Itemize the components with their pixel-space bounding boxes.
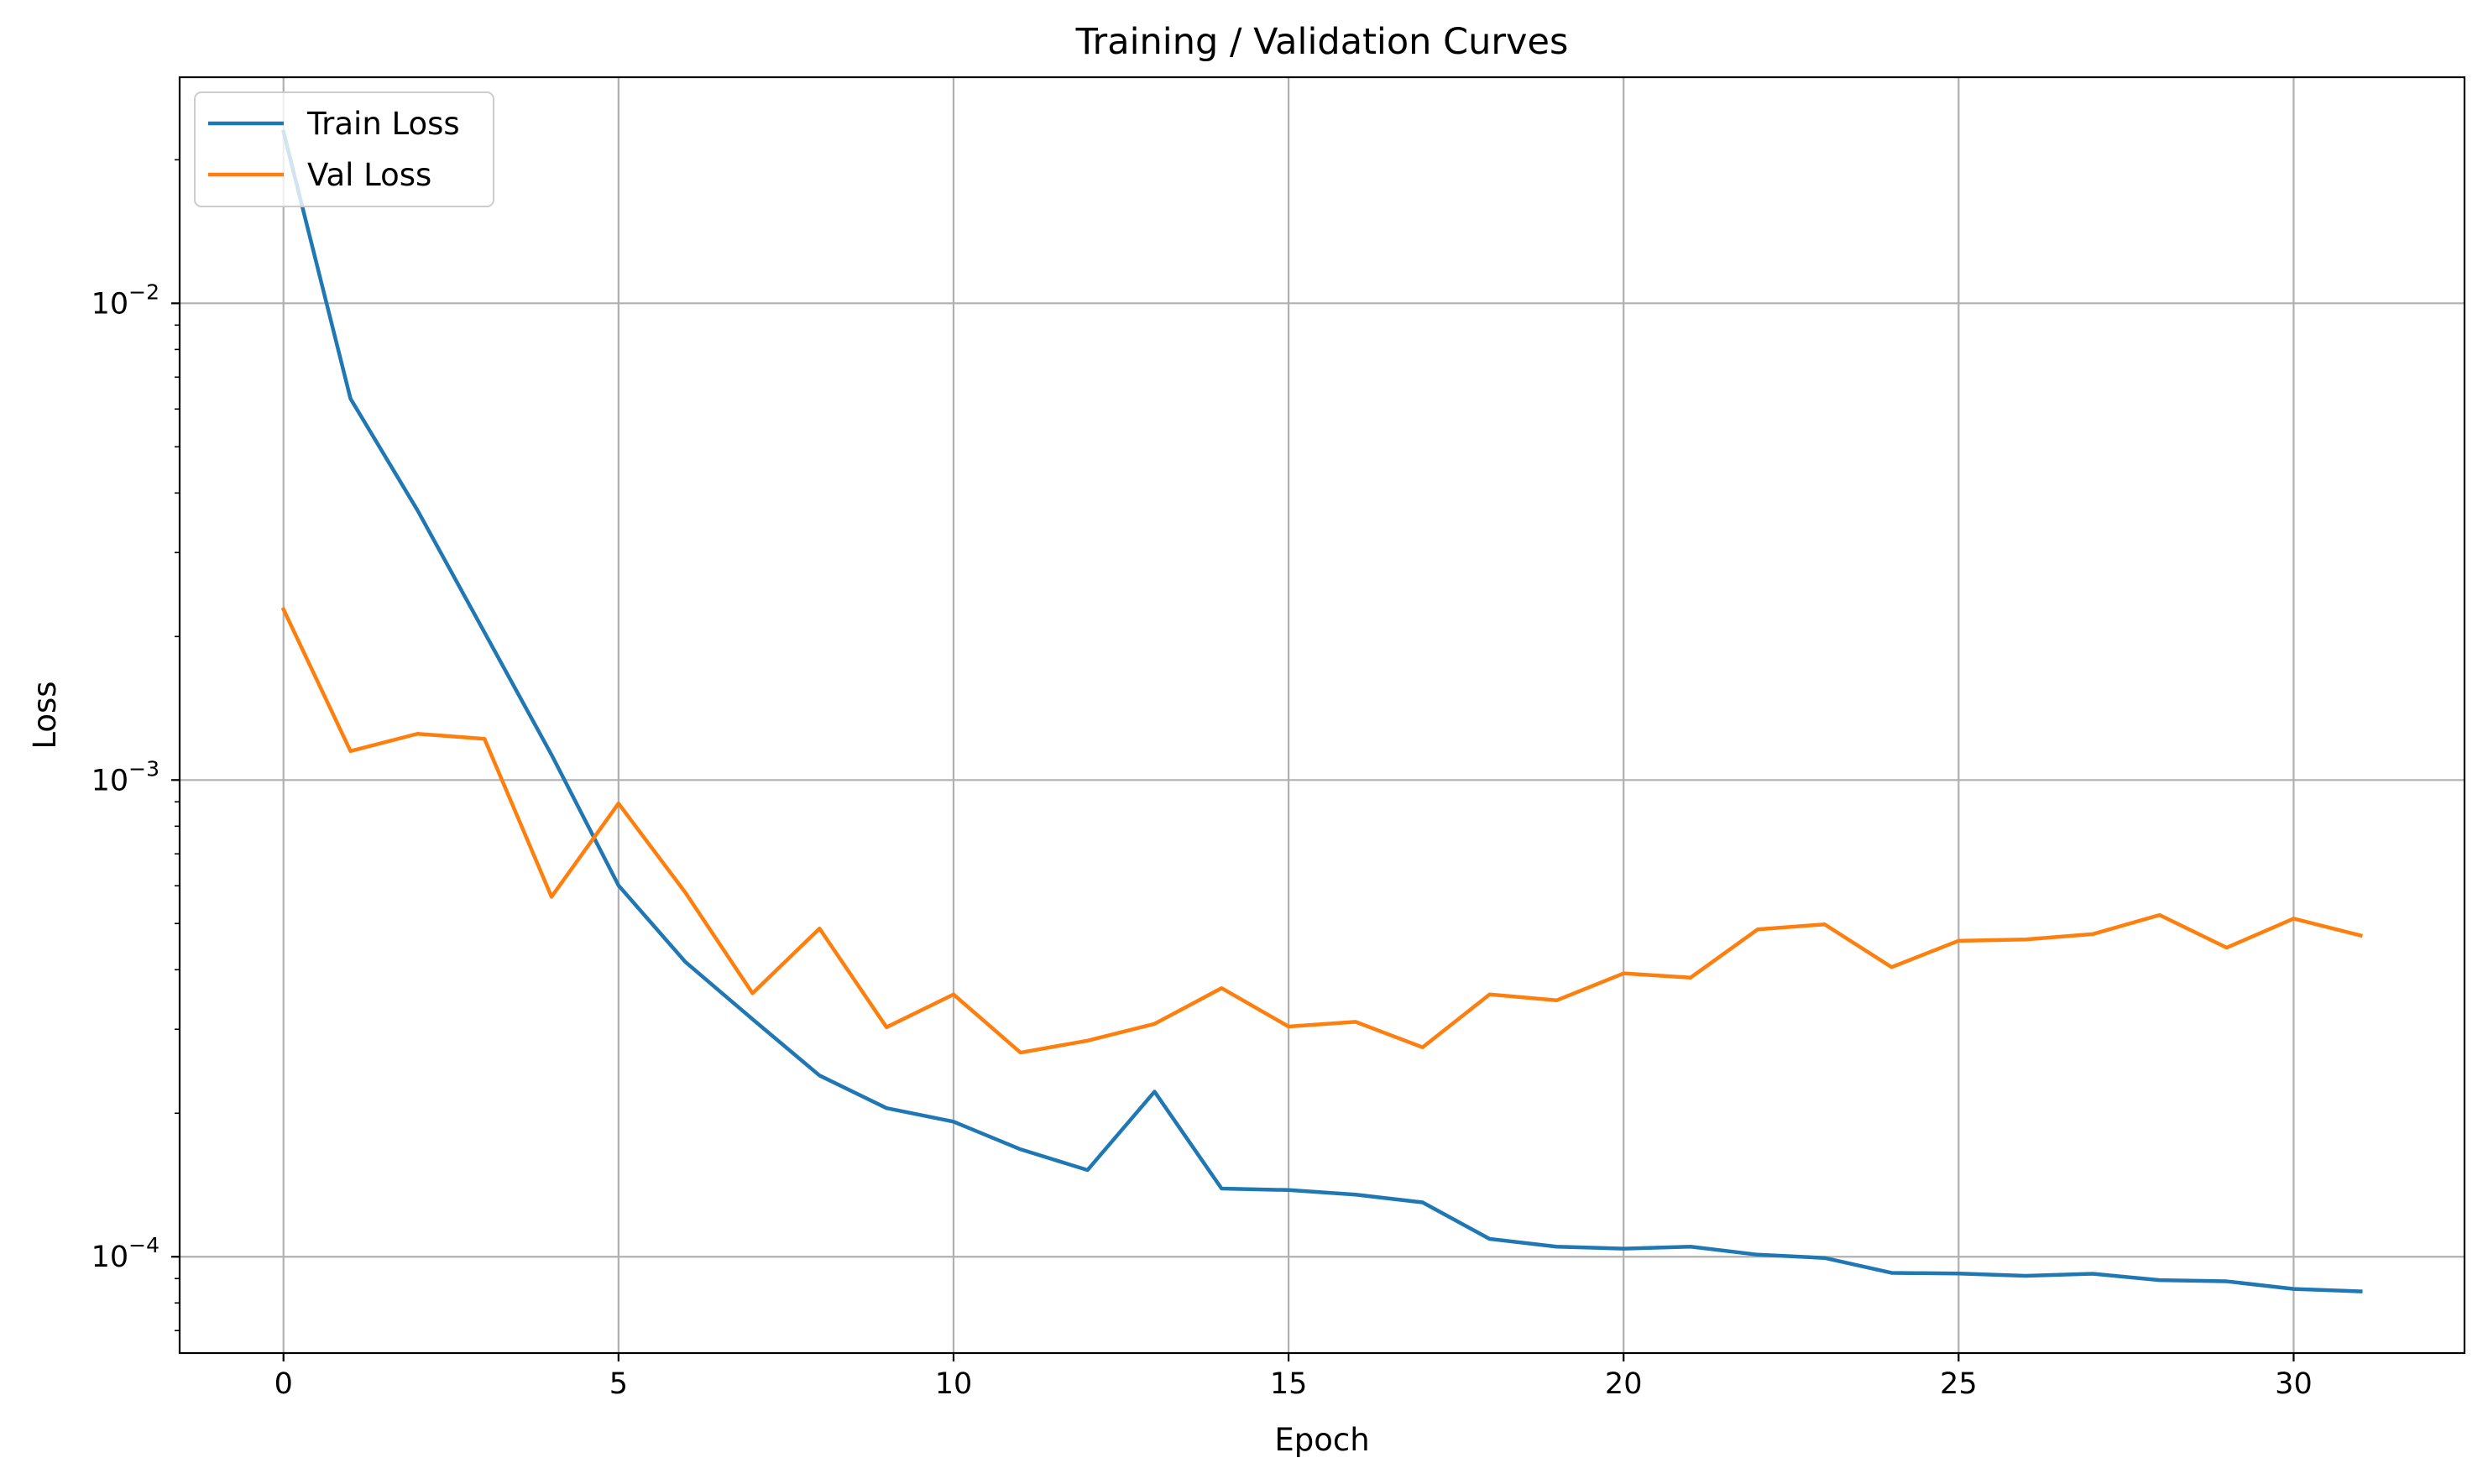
plot-area-background xyxy=(180,77,2464,1353)
x-tick-label: 25 xyxy=(1940,1367,1978,1401)
x-tick-label: 10 xyxy=(935,1367,973,1401)
x-tick-label: 15 xyxy=(1270,1367,1308,1401)
axis-ticks: 0 5 10 15 20 25 30 10−4 10−3 10−2 xyxy=(91,159,2313,1401)
plot-frame xyxy=(178,76,2466,1355)
legend-box xyxy=(194,91,494,207)
legend: Train Loss Val Loss xyxy=(194,91,494,207)
y-axis-label: Loss xyxy=(27,681,63,749)
y-tick-label: 10−3 xyxy=(91,756,159,797)
chart-title: Training / Validation Curves xyxy=(1075,21,1569,63)
y-tick-label: 10−2 xyxy=(91,280,159,321)
x-tick-label: 5 xyxy=(609,1367,628,1401)
legend-label-train-loss: Train Loss xyxy=(306,106,460,142)
legend-label-val-loss: Val Loss xyxy=(307,157,431,193)
y-tick-label: 10−4 xyxy=(91,1233,159,1274)
x-tick-label: 0 xyxy=(274,1367,293,1401)
grid xyxy=(180,77,2464,1353)
series-line-val-loss xyxy=(280,607,2364,1055)
x-tick-label: 20 xyxy=(1605,1367,1643,1401)
series-line-train-loss xyxy=(280,129,2363,1293)
series-lines xyxy=(280,129,2364,1293)
x-axis-label: Epoch xyxy=(1274,1422,1369,1458)
x-tick-label: 30 xyxy=(2275,1367,2313,1401)
